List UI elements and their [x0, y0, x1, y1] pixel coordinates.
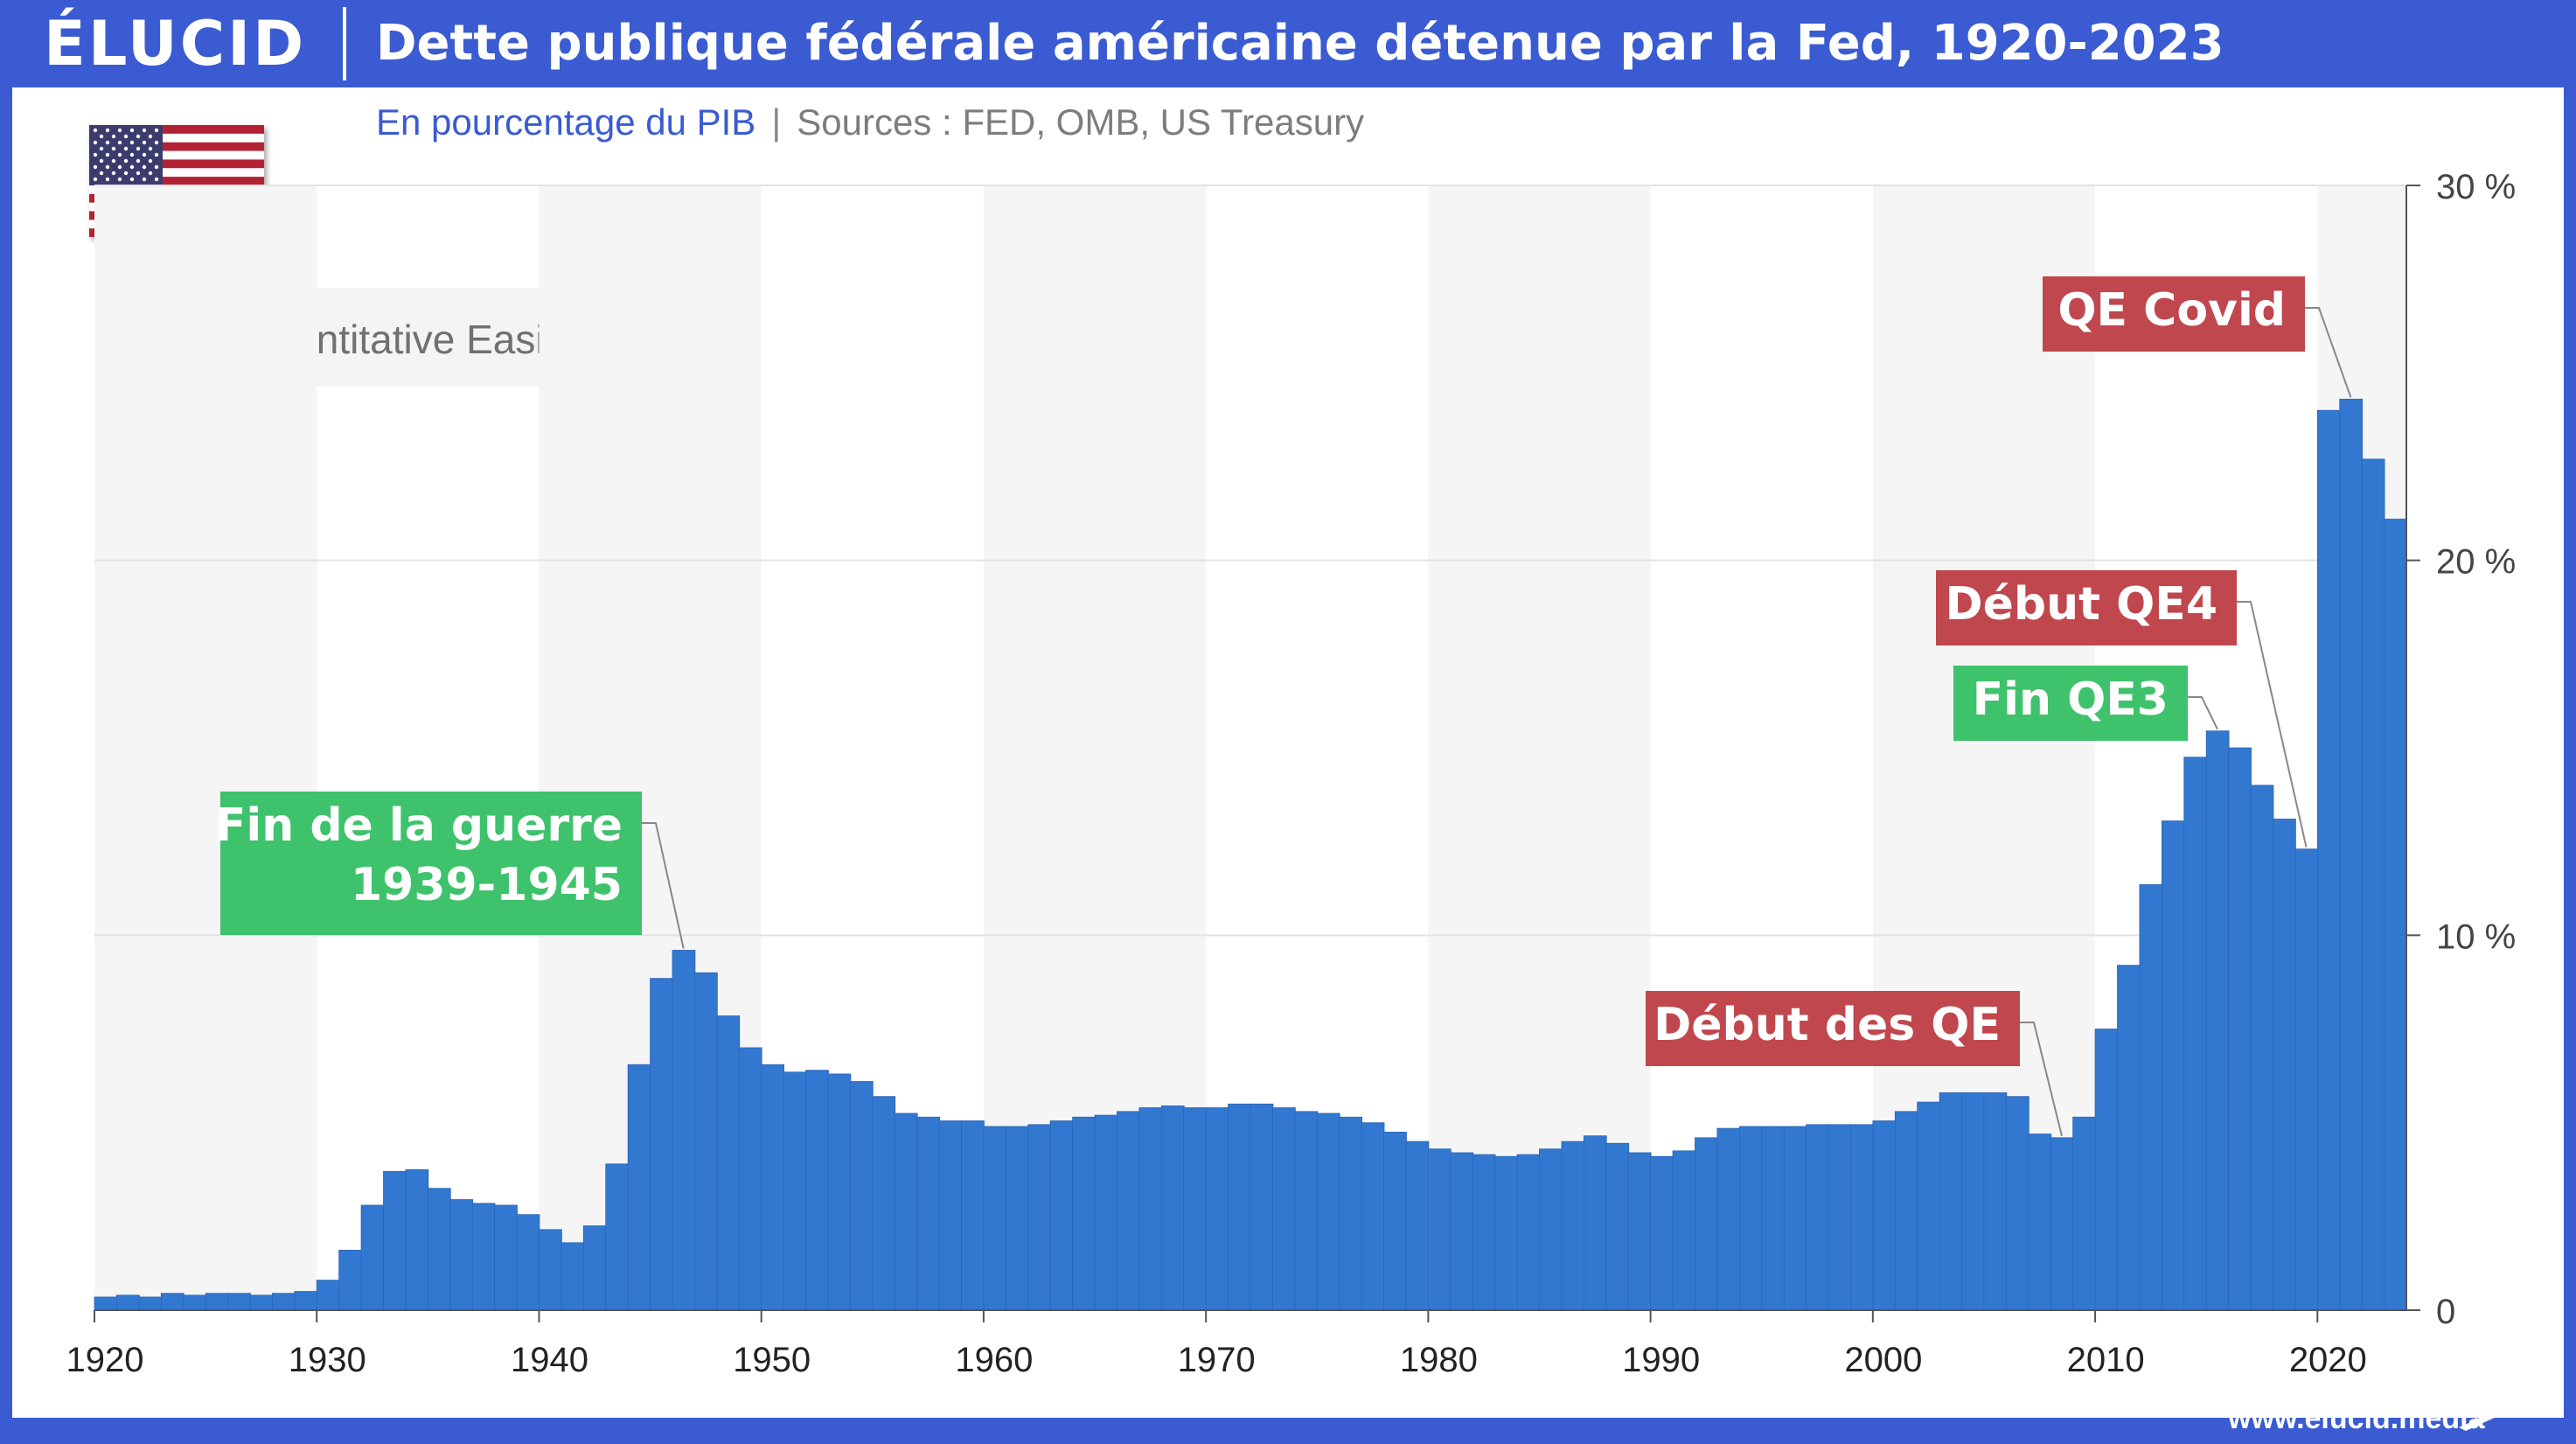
chart-panel: [12, 87, 2564, 1418]
chart-sources: Sources : FED, OMB, US Treasury: [797, 101, 1365, 143]
subtitle-row: En pourcentage du PIB | Sources : FED, OMB…: [376, 98, 1364, 147]
subtitle-separator: |: [771, 101, 782, 143]
elucid-mark-icon: [2459, 1391, 2511, 1431]
chart-title: Dette publique fédérale américaine déten…: [376, 15, 2224, 72]
qe-legend-abbr: QE: [149, 317, 207, 362]
qe-legend-note: QE : Quantitative Easing: [149, 315, 589, 364]
us-flag-icon: [89, 125, 264, 237]
header-bar: ÉLUCID Dette publique fédérale américain…: [0, 0, 2576, 87]
logo-divider: [343, 7, 346, 80]
chart-subtitle: En pourcentage du PIB: [376, 101, 756, 143]
qe-legend-text: : Quantitative Easing: [206, 317, 589, 362]
footer-url[interactable]: www.elucid.media: [2228, 1402, 2485, 1435]
brand-logo[interactable]: ÉLUCID: [44, 8, 307, 80]
